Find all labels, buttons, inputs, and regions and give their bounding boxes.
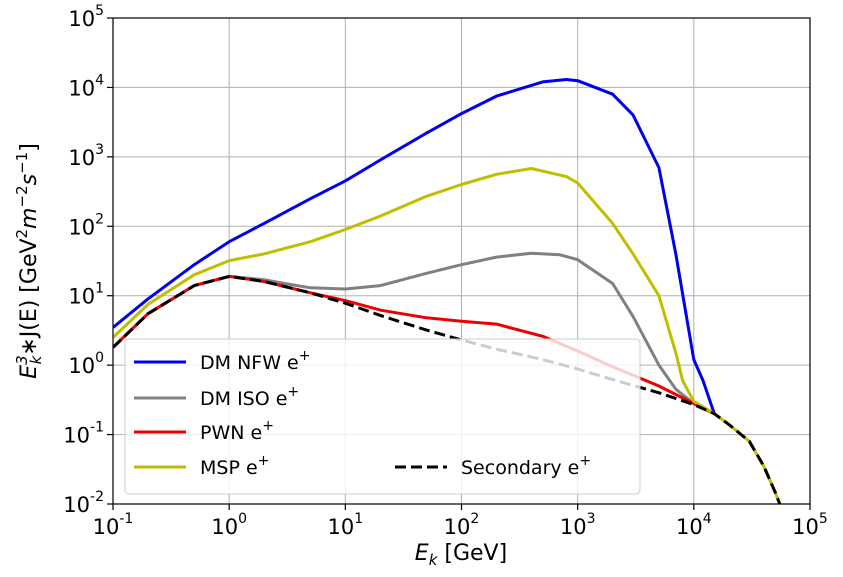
legend-label-dm-nfw-e: DM NFW e+ <box>200 348 310 374</box>
x-tick-label: 102 <box>444 511 480 539</box>
legend-label-dm-iso-e: DM ISO e+ <box>200 384 299 410</box>
legend-box <box>124 338 641 495</box>
y-tick-label: 104 <box>68 72 104 100</box>
x-tick-label: 100 <box>211 511 247 539</box>
legend-label-msp-e: MSP e+ <box>200 453 269 479</box>
x-axis-label: Ek [GeV] <box>415 541 507 569</box>
x-tick-label: 103 <box>560 511 596 539</box>
x-tick-label: 105 <box>792 511 828 539</box>
legend: DM NFW e+ DM ISO e+ PWN e+ MSP e+ Secondary … <box>124 338 641 495</box>
y-axis-label: E3k∗J(E) [GeV2m−2s−1] <box>13 143 45 379</box>
x-tick-label: 101 <box>328 511 364 539</box>
legend-label-pwn-e: PWN e+ <box>200 418 274 444</box>
y-tick-label: 100 <box>68 350 104 378</box>
legend-label-secondary-e: Secondary e+ <box>461 453 591 479</box>
y-tick-label: 10-1 <box>63 420 104 448</box>
y-tick-label: 105 <box>68 3 104 31</box>
ticks: 10-1 100 101 102 103 104 10510-210-11001011021… <box>63 3 828 539</box>
y-tick-label: 101 <box>68 281 104 309</box>
x-tick-label: 104 <box>676 511 712 539</box>
y-tick-label: 103 <box>68 142 104 170</box>
y-tick-label: 102 <box>68 211 104 239</box>
series-line-dm-nfw-e <box>113 78 716 415</box>
y-tick-label: 10-2 <box>63 489 104 517</box>
series-line-msp-e <box>113 167 782 504</box>
x-tick-label: 10-1 <box>93 511 134 539</box>
